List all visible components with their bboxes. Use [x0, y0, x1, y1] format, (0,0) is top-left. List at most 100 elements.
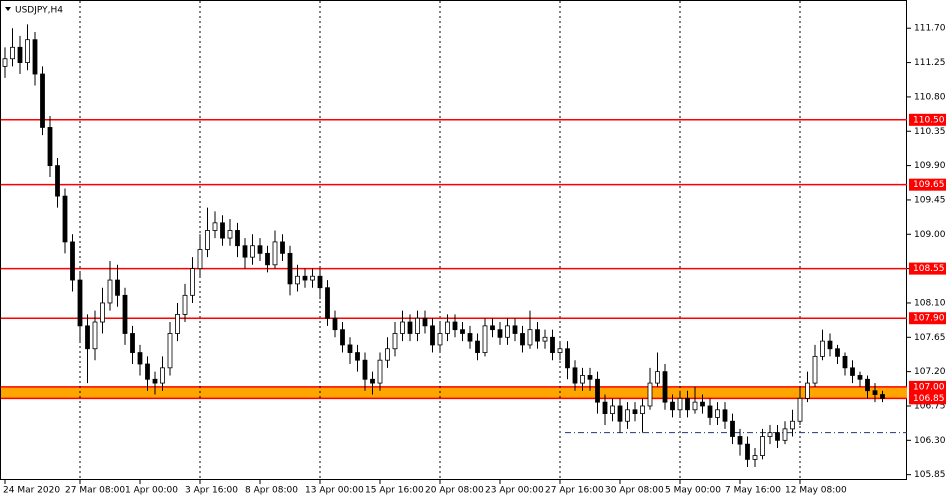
- candle-body: [287, 252, 293, 285]
- candle-body: [655, 371, 660, 384]
- candle-body: [137, 352, 143, 365]
- candle-body: [715, 409, 720, 418]
- y-tick-label: 111.70: [914, 24, 946, 34]
- candle-body: [272, 241, 278, 266]
- candle-body: [415, 317, 420, 334]
- candle-body: [332, 317, 338, 331]
- candle-body: [430, 325, 435, 346]
- candle-body: [445, 321, 450, 334]
- candle-body: [190, 268, 195, 296]
- candle-body: [370, 378, 375, 384]
- candle-body: [490, 325, 495, 331]
- zone-label: 107.00: [913, 382, 945, 392]
- candle-body: [377, 359, 383, 384]
- symbol-menu-icon: [5, 7, 11, 11]
- candle-body: [542, 336, 548, 342]
- candle-body: [62, 195, 68, 243]
- candle-body: [872, 390, 878, 395]
- candle-body: [700, 401, 705, 407]
- candle-body: [40, 73, 45, 128]
- candle-body: [857, 375, 863, 380]
- x-tick-label: 8 Apr 08:00: [245, 486, 298, 496]
- candle-body: [505, 325, 510, 338]
- y-tick-label: 105.85: [914, 470, 946, 480]
- candle-body: [92, 321, 98, 350]
- candle-body: [797, 397, 803, 422]
- candle-body: [722, 409, 728, 422]
- candle-body: [325, 287, 330, 319]
- candle-body: [355, 352, 360, 361]
- candle-body: [550, 336, 555, 353]
- level-tag: [909, 113, 946, 126]
- candle-body: [475, 340, 480, 353]
- candle-body: [220, 222, 225, 239]
- candle-body: [580, 375, 585, 384]
- candle-body: [752, 455, 758, 460]
- candle-body: [835, 348, 840, 357]
- candle-body: [482, 325, 488, 353]
- candle-body: [737, 436, 743, 445]
- candle-body: [880, 394, 885, 399]
- candle-body: [122, 294, 128, 334]
- candle-body: [205, 230, 210, 250]
- x-tick-label: 20 Apr 08:00: [425, 486, 484, 496]
- candle-body: [347, 344, 353, 353]
- x-tick-label: 7 May 16:00: [725, 486, 781, 496]
- zone-tag: [909, 392, 946, 405]
- candle-body: [662, 371, 668, 403]
- candle-body: [512, 325, 518, 334]
- candle-body: [362, 359, 368, 380]
- x-tick-label: 27 Apr 16:00: [545, 486, 604, 496]
- level-label: 109.65: [913, 180, 945, 190]
- x-tick-label: 23 Apr 00:00: [485, 486, 544, 496]
- y-tick-label: 106.30: [914, 436, 946, 446]
- candle-body: [385, 348, 390, 361]
- candle-body: [452, 321, 458, 331]
- candle-body: [760, 436, 765, 456]
- candle-body: [827, 340, 833, 350]
- candle-body: [280, 241, 285, 254]
- candle-body: [10, 46, 15, 60]
- candle-body: [130, 333, 135, 353]
- candle-body: [535, 329, 540, 342]
- candle-body: [805, 382, 810, 399]
- y-tick-label: 108.10: [914, 298, 946, 308]
- candle-body: [70, 241, 75, 281]
- level-label: 108.55: [913, 264, 945, 274]
- candle-body: [317, 275, 323, 289]
- candle-body: [2, 58, 8, 67]
- candle-body: [587, 375, 593, 380]
- candle-body: [257, 245, 263, 254]
- candle-body: [685, 397, 690, 411]
- candle-body: [775, 432, 780, 441]
- candle-body: [160, 367, 165, 384]
- y-tick-label: 106.75: [914, 401, 946, 411]
- candle-body: [707, 405, 713, 418]
- x-tick-label: 5 May 00:00: [665, 486, 721, 496]
- candle-body: [167, 333, 173, 369]
- candle-body: [115, 279, 120, 296]
- candle-body: [265, 252, 270, 266]
- y-tick-label: 107.20: [914, 367, 946, 377]
- candle-body: [670, 401, 675, 411]
- candle-body: [557, 348, 563, 353]
- candle-body: [812, 355, 818, 384]
- level-label: 110.50: [913, 115, 945, 125]
- candle-body: [400, 321, 405, 334]
- candle-body: [182, 294, 188, 315]
- candle-body: [565, 348, 570, 369]
- candle-body: [640, 405, 645, 415]
- candle-body: [197, 249, 203, 270]
- y-tick-label: 110.80: [914, 92, 946, 102]
- candle-body: [767, 432, 773, 437]
- candle-body: [310, 275, 315, 281]
- candle-body: [745, 443, 750, 460]
- candle-body: [527, 329, 533, 346]
- candle-body: [692, 401, 698, 411]
- candle-body: [235, 230, 240, 247]
- candle-body: [152, 378, 158, 384]
- y-tick-label: 109.45: [914, 195, 946, 205]
- candle-body: [340, 329, 345, 346]
- level-tag: [909, 262, 946, 275]
- candle-body: [100, 302, 105, 323]
